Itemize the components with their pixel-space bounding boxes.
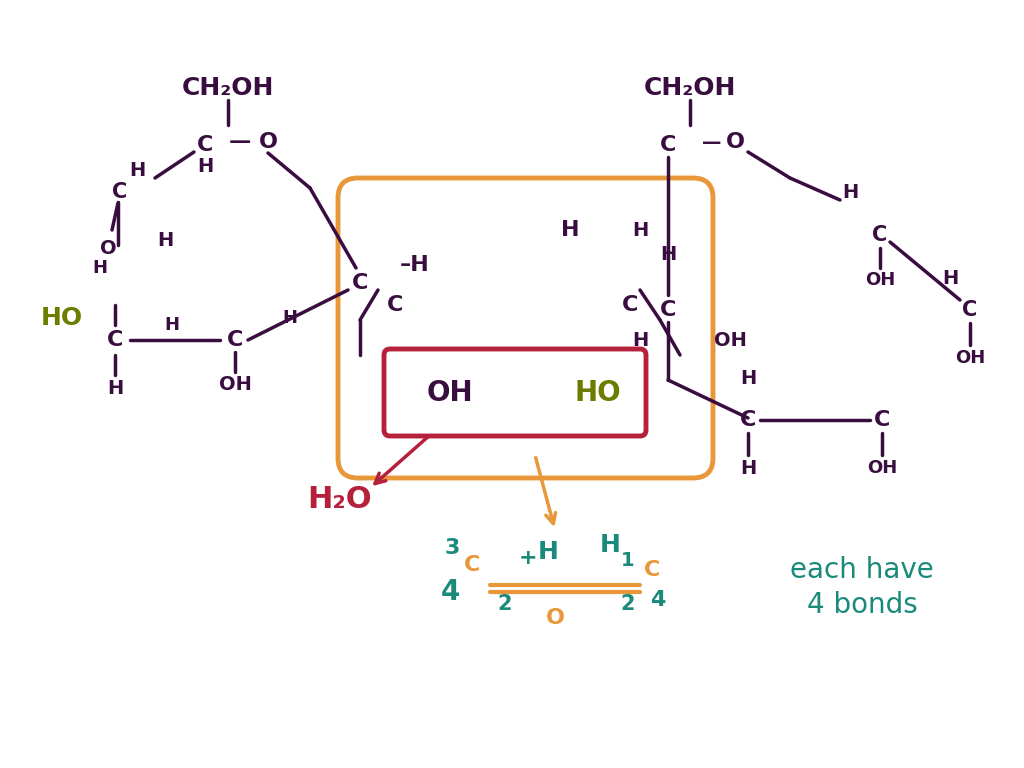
Text: +: + [519, 548, 538, 568]
Text: 4: 4 [650, 590, 666, 610]
Text: H: H [157, 230, 173, 250]
Text: C: C [873, 410, 890, 430]
Text: C: C [464, 555, 480, 575]
Text: C: C [659, 300, 676, 320]
Text: C: C [106, 330, 123, 350]
Text: C: C [963, 300, 978, 320]
Text: H: H [92, 259, 108, 277]
Text: C: C [872, 225, 888, 245]
Text: each have: each have [791, 556, 934, 584]
Text: 3: 3 [444, 538, 460, 558]
Text: –H: –H [400, 255, 430, 275]
Text: H: H [129, 161, 145, 180]
Text: H: H [659, 246, 676, 264]
Text: —: — [228, 132, 251, 152]
Text: C: C [739, 410, 756, 430]
Text: 1: 1 [622, 551, 635, 570]
Text: OH: OH [867, 459, 897, 477]
Text: C: C [197, 135, 213, 155]
Text: C: C [644, 560, 660, 580]
Text: OH: OH [954, 349, 985, 367]
Text: OH: OH [218, 376, 252, 395]
Text: O: O [725, 132, 744, 152]
Text: C: C [113, 182, 128, 202]
Text: 2: 2 [621, 594, 635, 614]
Text: C: C [387, 295, 403, 315]
Text: 4: 4 [440, 578, 460, 606]
Text: C: C [352, 273, 369, 293]
Text: H: H [197, 157, 213, 177]
Text: —: — [702, 133, 722, 151]
Text: H: H [165, 316, 179, 334]
Text: H: H [106, 379, 123, 398]
Text: H: H [740, 458, 756, 478]
Text: OH: OH [865, 271, 895, 289]
Text: C: C [622, 295, 638, 315]
Text: CH₂OH: CH₂OH [644, 76, 736, 100]
Text: HO: HO [574, 379, 622, 407]
Text: O: O [99, 239, 117, 257]
Text: CH₂OH: CH₂OH [182, 76, 274, 100]
Text: C: C [226, 330, 243, 350]
Text: H: H [942, 269, 958, 287]
Text: H: H [283, 309, 298, 327]
Text: HO: HO [41, 306, 83, 330]
Text: H₂O: H₂O [307, 485, 373, 515]
Text: H: H [632, 220, 648, 240]
Text: H: H [561, 220, 580, 240]
Text: 4 bonds: 4 bonds [807, 591, 918, 619]
Text: O: O [258, 132, 278, 152]
Text: H: H [538, 540, 558, 564]
Text: C: C [659, 135, 676, 155]
Text: OH: OH [427, 379, 473, 407]
Text: O: O [546, 608, 564, 628]
Text: H: H [600, 533, 621, 557]
Text: 2: 2 [498, 594, 512, 614]
Text: H: H [842, 184, 858, 203]
Text: H: H [740, 369, 756, 388]
Text: H: H [632, 330, 648, 349]
Text: OH: OH [714, 330, 746, 349]
